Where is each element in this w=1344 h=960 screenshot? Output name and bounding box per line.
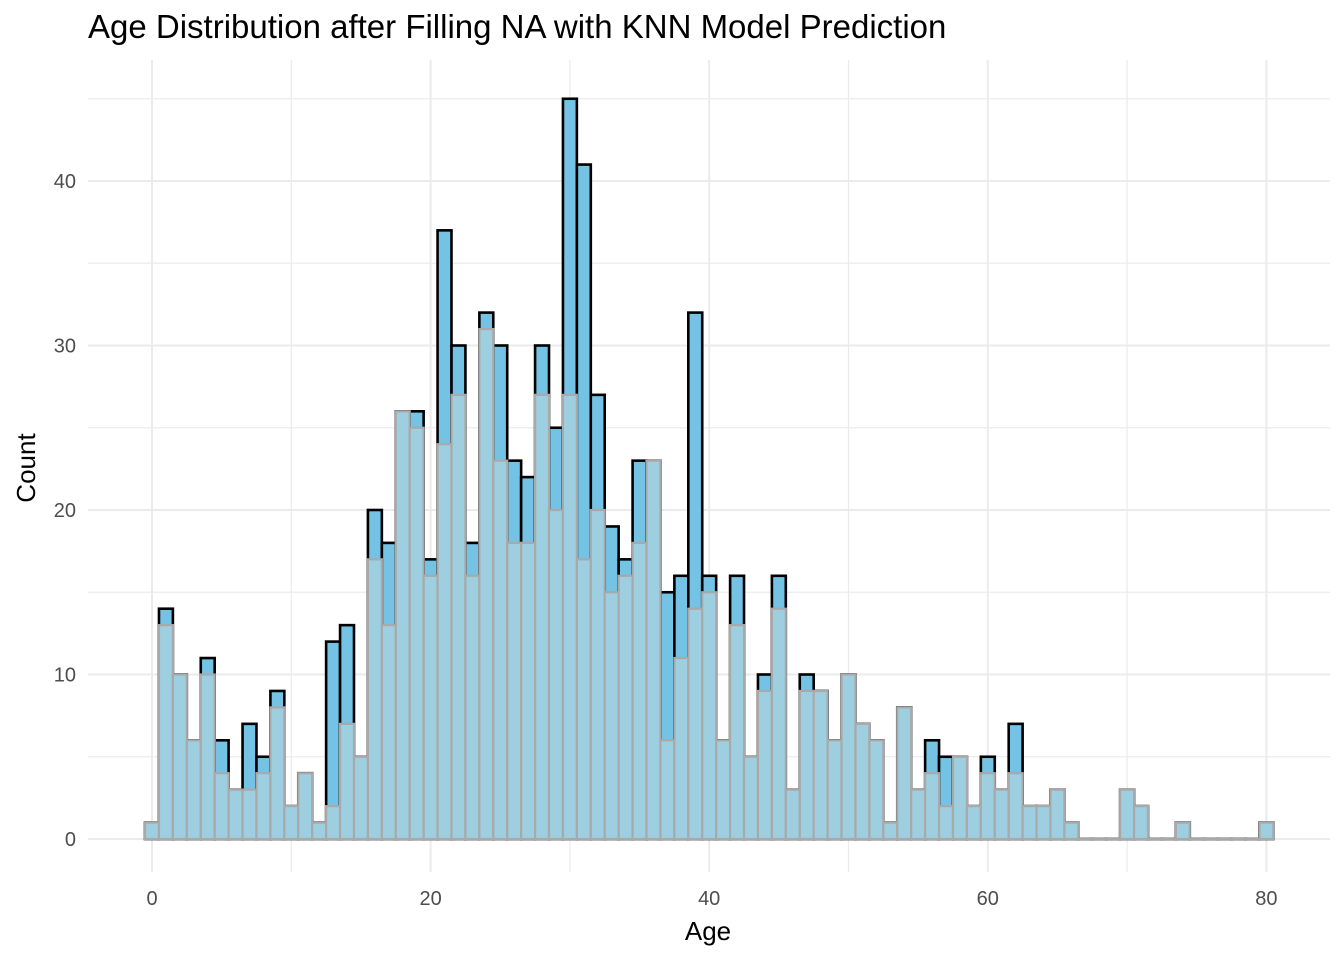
knn-filled-age-bar: [352, 755, 370, 841]
knn-filled-age-bar: [854, 722, 871, 841]
knn-filled-age-bar: [631, 541, 648, 841]
knn-filled-age-bar: [492, 459, 509, 841]
knn-filled-age-bar: [868, 739, 885, 841]
knn-filled-age-bar: [1132, 804, 1150, 841]
x-tick-label: 0: [146, 888, 157, 910]
knn-filled-age-bar: [910, 788, 927, 841]
knn-filled-age-bar: [450, 393, 467, 841]
knn-filled-age-bar: [1049, 788, 1066, 841]
y-axis-ticks: 0 10 20 30 40: [54, 171, 76, 851]
knn-filled-age-bar: [520, 541, 537, 841]
knn-filled-age-bar: [798, 689, 815, 841]
knn-filled-age-bar: [575, 558, 592, 841]
knn-filled-age-bar: [464, 574, 481, 841]
knn-filled-age-bar: [840, 673, 857, 841]
knn-filled-age-bar: [645, 459, 662, 841]
knn-filled-age-bar: [687, 607, 704, 841]
knn-filled-age-bar: [311, 821, 328, 841]
knn-filled-age-bar: [979, 772, 996, 841]
knn-filled-age-bar: [896, 706, 913, 841]
knn-filled-age-bar: [297, 772, 314, 841]
knn-filled-age-bar: [701, 591, 718, 841]
knn-filled-age-bar: [784, 788, 801, 841]
knn-filled-age-bar: [1258, 821, 1275, 841]
knn-filled-age-bar: [171, 673, 188, 841]
knn-filled-age-bar: [506, 541, 523, 841]
knn-filled-age-bar: [882, 821, 899, 841]
knn-filled-age-bar: [728, 624, 746, 841]
y-tick-label: 0: [65, 829, 76, 851]
knn-filled-age-bar: [659, 739, 676, 841]
knn-filled-age-bar: [227, 788, 244, 841]
knn-filled-age-bar: [561, 393, 578, 841]
knn-filled-age-bar: [993, 788, 1010, 841]
y-axis-title: Count: [11, 433, 41, 503]
knn-filled-age-bar: [924, 772, 941, 841]
knn-filled-age-bar: [1021, 804, 1038, 841]
knn-filled-age-bar: [422, 574, 439, 841]
knn-filled-age-bar: [965, 804, 982, 841]
knn-filled-age-bar: [199, 673, 216, 841]
knn-filled-age-bar: [213, 772, 230, 841]
knn-filled-age-bar: [283, 804, 300, 841]
knn-filled-age-bar: [951, 755, 969, 841]
knn-filled-age-bar: [1063, 821, 1080, 841]
knn-filled-age-bar: [533, 393, 551, 841]
knn-filled-age-bar: [770, 607, 787, 841]
knn-filled-age-bar: [380, 624, 397, 841]
knn-filled-age-bars: [143, 327, 1275, 841]
knn-filled-age-bar: [478, 327, 495, 841]
knn-filled-age-bar: [1119, 788, 1136, 841]
y-tick-label: 40: [54, 171, 76, 193]
knn-filled-age-bar: [185, 739, 202, 841]
knn-filled-age-bar: [617, 574, 634, 841]
knn-filled-age-bar: [436, 443, 453, 841]
y-tick-label: 20: [54, 500, 76, 522]
knn-filled-age-bar: [1035, 804, 1052, 841]
knn-filled-age-bar: [715, 739, 732, 841]
knn-filled-age-bar: [742, 755, 760, 841]
knn-filled-age-bar: [589, 508, 606, 841]
knn-filled-age-bar: [812, 689, 829, 841]
x-tick-label: 40: [698, 888, 720, 910]
knn-filled-age-bar: [255, 772, 272, 841]
chart-title: Age Distribution after Filling NA with K…: [88, 8, 947, 45]
knn-filled-age-bar: [547, 508, 565, 841]
knn-filled-age-bar: [826, 739, 843, 841]
x-tick-label: 20: [419, 888, 441, 910]
knn-filled-age-bar: [1174, 821, 1191, 841]
knn-filled-age-bar: [338, 722, 356, 841]
knn-filled-age-bar: [241, 788, 258, 841]
x-tick-label: 60: [977, 888, 999, 910]
knn-filled-age-bar: [157, 624, 174, 841]
knn-filled-age-bar: [143, 821, 161, 841]
y-tick-label: 30: [54, 336, 76, 358]
knn-filled-age-bar: [325, 804, 342, 841]
x-axis-title: Age: [685, 916, 731, 946]
x-axis-ticks: 0 20 40 60 80: [146, 888, 1277, 910]
knn-filled-age-bar: [366, 558, 383, 841]
knn-filled-age-bar: [937, 804, 955, 841]
x-tick-label: 80: [1255, 888, 1277, 910]
knn-filled-age-bar: [1007, 772, 1024, 841]
knn-filled-age-bar: [673, 656, 690, 841]
knn-filled-age-bar: [269, 706, 286, 841]
knn-filled-age-bar: [603, 591, 620, 841]
knn-filled-age-bar: [394, 410, 411, 841]
y-tick-label: 10: [54, 665, 76, 687]
knn-filled-age-bar: [408, 426, 425, 841]
knn-filled-age-bar: [756, 689, 773, 841]
